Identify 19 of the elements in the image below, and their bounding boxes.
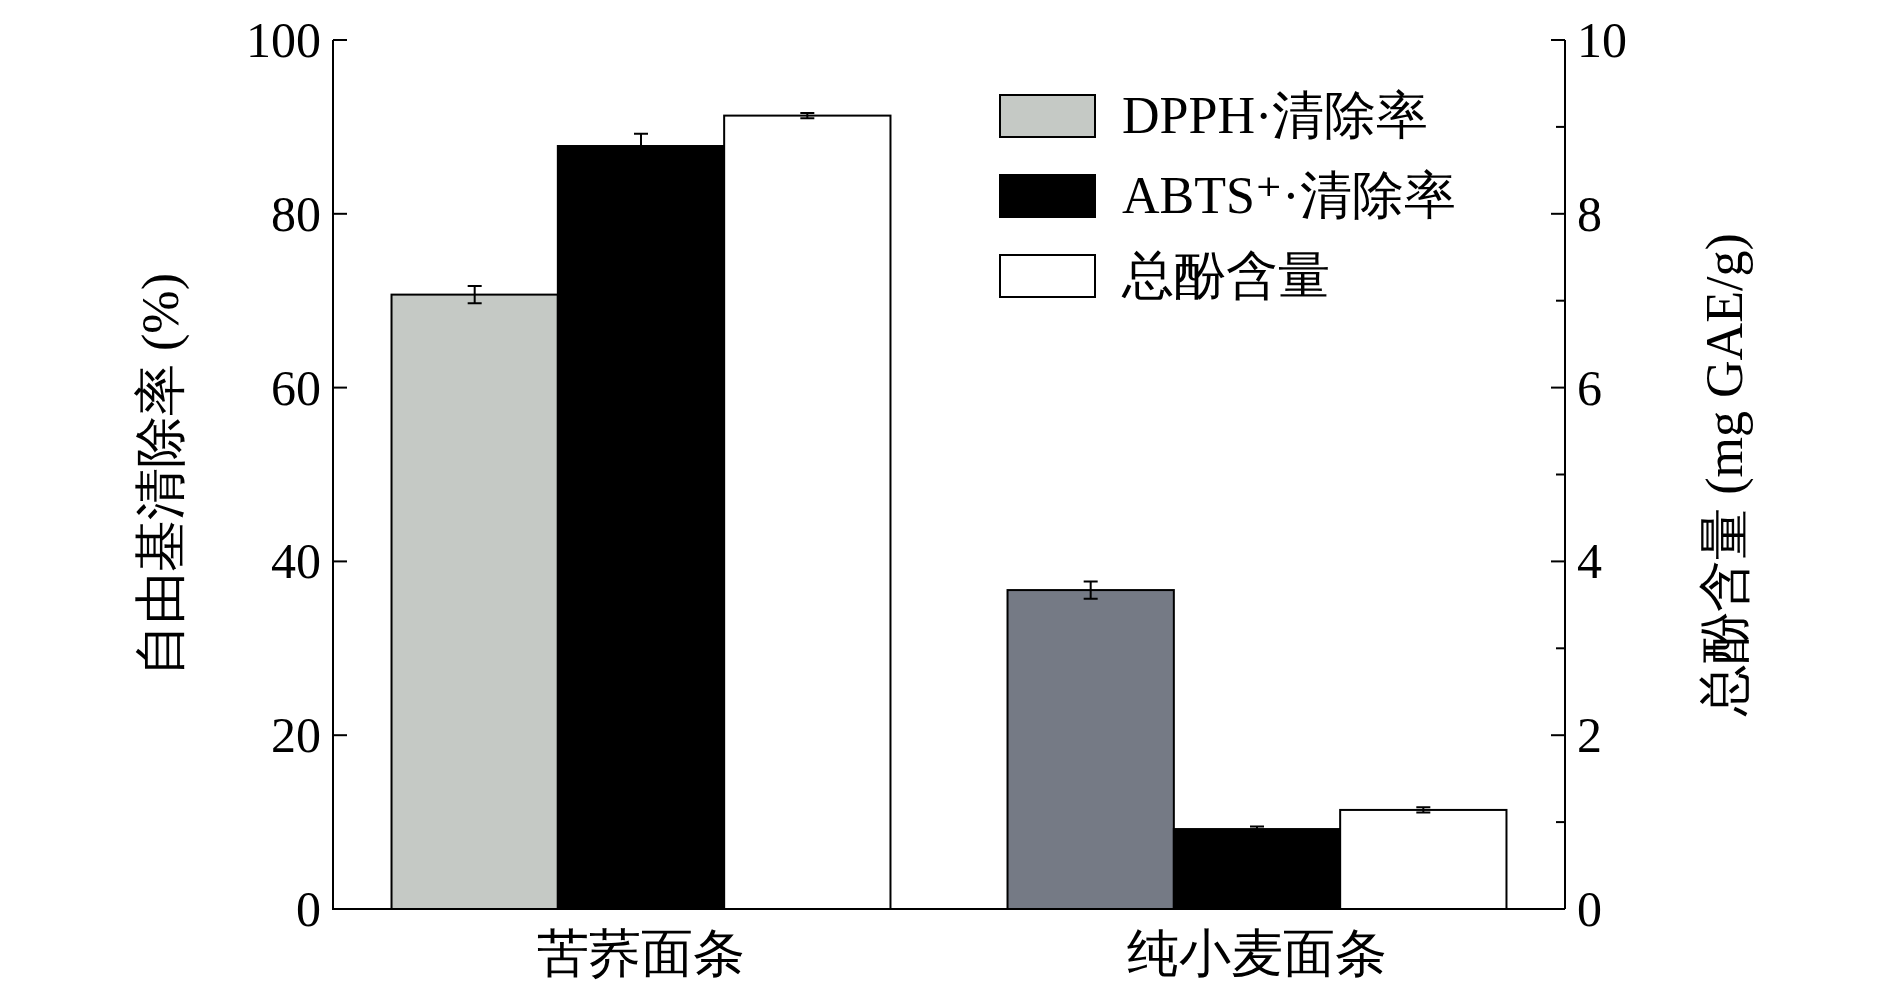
y-tick-label: 100	[246, 12, 321, 68]
y-tick-label: 0	[296, 881, 321, 937]
y-tick-label: 80	[271, 185, 321, 242]
y-tick-label: 20	[271, 707, 321, 764]
y2-tick-label: 6	[1577, 359, 1602, 416]
y2-tick-label: 10	[1577, 12, 1627, 68]
y2-tick-label: 4	[1577, 533, 1602, 590]
y2-tick-label: 0	[1577, 881, 1602, 937]
legend-label: ABTS⁺·清除率	[1122, 167, 1456, 224]
y2-tick-label: 2	[1577, 707, 1602, 764]
y-axis-title: 自由基清除率 (%)	[132, 273, 190, 676]
legend-label: 总酚含量	[1121, 247, 1330, 304]
legend-label: DPPH·清除率	[1122, 87, 1429, 144]
y-tick-label: 60	[271, 359, 321, 416]
y2-axis-title: 总酚含量 (mg GAE/g)	[1696, 233, 1754, 717]
x-tick-label: 纯小麦面条	[1127, 925, 1387, 982]
y2-tick-label: 8	[1577, 185, 1602, 242]
x-tick-label: 苦荞面条	[537, 925, 745, 982]
y-tick-label: 40	[271, 533, 321, 590]
